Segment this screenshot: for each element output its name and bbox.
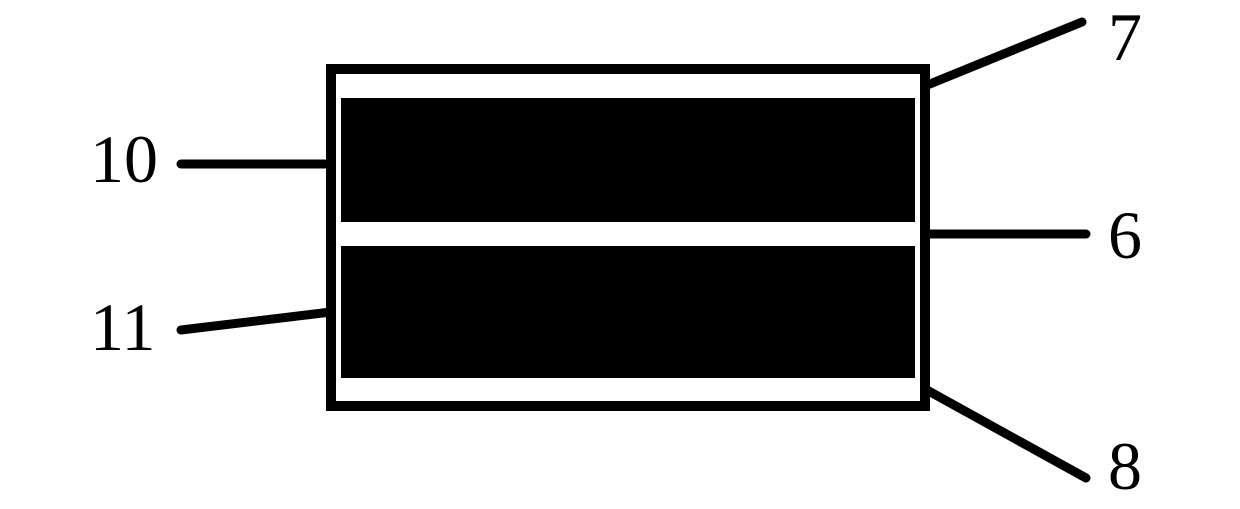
label-11-leader: [181, 312, 331, 330]
upper-black-layer: [341, 98, 915, 222]
label-10: 10: [90, 121, 158, 197]
top-white-layer: [341, 74, 915, 98]
label-7-leader: [925, 22, 1082, 86]
layers-group: [341, 74, 915, 401]
label-11: 11: [90, 289, 155, 365]
label-8-leader: [925, 389, 1086, 478]
mid-white-layer: [341, 222, 915, 246]
label-6: 6: [1108, 197, 1142, 273]
label-8: 8: [1108, 428, 1142, 504]
bottom-white-layer: [341, 378, 915, 401]
lower-black-layer: [341, 246, 915, 378]
layer-cross-section-diagram: 7 6 8 10 11: [0, 0, 1240, 509]
label-7: 7: [1108, 0, 1142, 75]
